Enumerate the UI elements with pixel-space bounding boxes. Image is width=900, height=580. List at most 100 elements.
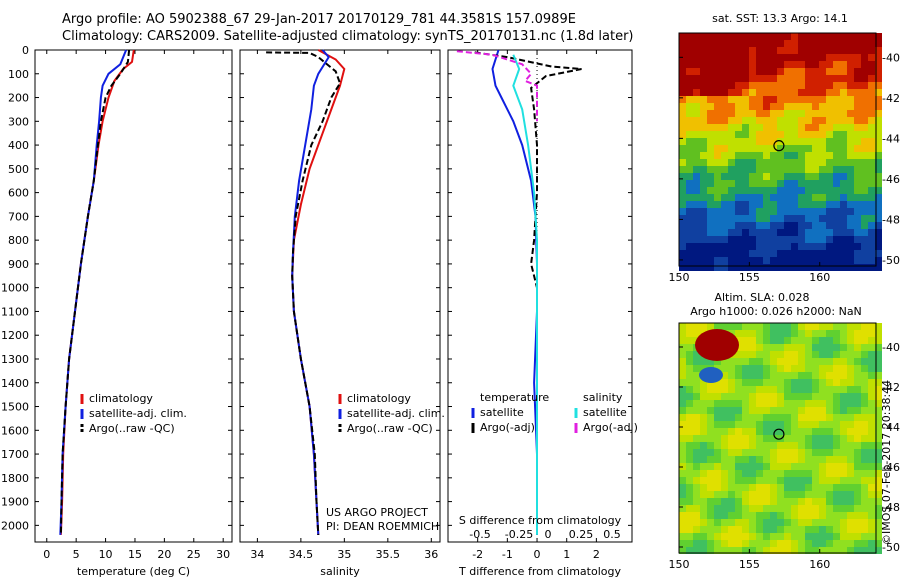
map-cell	[798, 449, 805, 456]
map-cell	[805, 484, 812, 491]
map-cell	[756, 54, 763, 61]
map-cell	[791, 358, 798, 365]
map-cell	[875, 201, 882, 208]
map-cell	[819, 344, 826, 351]
map-cell	[707, 264, 714, 271]
map-cell	[742, 201, 749, 208]
map-cell	[833, 75, 840, 82]
map-cell	[826, 414, 833, 421]
map-cell	[812, 337, 819, 344]
map-cell	[721, 533, 728, 540]
map-cell	[749, 372, 756, 379]
map-cell	[728, 470, 735, 477]
map-cell	[686, 344, 693, 351]
map-cell	[763, 75, 770, 82]
map-ytick-label: -42	[882, 381, 900, 394]
map-cell	[693, 208, 700, 215]
map-cell	[749, 145, 756, 152]
map-cell	[861, 138, 868, 145]
ytick-label: 1200	[1, 329, 29, 342]
map-cell	[868, 54, 875, 61]
map-cell	[777, 47, 784, 54]
map-cell	[861, 117, 868, 124]
map-cell	[777, 68, 784, 75]
map-cell	[854, 330, 861, 337]
map-cell	[700, 194, 707, 201]
map-cell	[826, 547, 833, 554]
map-cell	[735, 351, 742, 358]
map-cell	[763, 400, 770, 407]
map-cell	[770, 68, 777, 75]
map-cell	[763, 456, 770, 463]
map-cell	[833, 103, 840, 110]
map-cell	[735, 512, 742, 519]
map-cell	[777, 187, 784, 194]
map-cell	[861, 330, 868, 337]
map-cell	[728, 68, 735, 75]
map-cell	[791, 257, 798, 264]
map-cell	[763, 96, 770, 103]
map-cell	[721, 442, 728, 449]
map-cell	[819, 526, 826, 533]
map-cell	[686, 89, 693, 96]
map-cell	[700, 89, 707, 96]
map-cell	[777, 428, 784, 435]
map-cell	[875, 82, 882, 89]
map-cell	[833, 47, 840, 54]
x-axis-label: T difference from climatology	[458, 565, 621, 578]
ytick-label: 0	[22, 44, 29, 57]
map-cell	[728, 96, 735, 103]
map-cell	[770, 372, 777, 379]
map-cell	[742, 491, 749, 498]
xtick-label: 15	[128, 548, 142, 561]
ytick-label: 100	[8, 68, 29, 81]
map-cell	[875, 547, 882, 554]
series-line-s-satellite	[512, 54, 538, 535]
map-cell	[847, 526, 854, 533]
map-cell	[749, 547, 756, 554]
map-cell	[756, 96, 763, 103]
map-cell	[805, 400, 812, 407]
map-cell	[700, 540, 707, 547]
map-cell	[791, 491, 798, 498]
map-cell	[707, 187, 714, 194]
map-cell	[791, 365, 798, 372]
map-cell	[763, 103, 770, 110]
map-cell	[875, 540, 882, 547]
map-cell	[777, 323, 784, 330]
xtick-label: 5	[73, 548, 80, 561]
map-cell	[742, 145, 749, 152]
map-cell	[861, 379, 868, 386]
map-cell	[861, 145, 868, 152]
map-cell	[847, 365, 854, 372]
map-cell	[700, 40, 707, 47]
map-cell	[875, 442, 882, 449]
map-cell	[686, 159, 693, 166]
ytick-label: 1500	[1, 401, 29, 414]
map-cell	[749, 54, 756, 61]
map-cell	[812, 117, 819, 124]
map-cell	[700, 421, 707, 428]
map-cell	[679, 484, 686, 491]
map-cell	[833, 208, 840, 215]
map-cell	[784, 414, 791, 421]
map-cell	[861, 435, 868, 442]
map-cell	[812, 442, 819, 449]
map-cell	[735, 330, 742, 337]
map-cell	[686, 484, 693, 491]
map-cell	[735, 47, 742, 54]
ytick-label: 2000	[1, 519, 29, 532]
map-cell	[714, 173, 721, 180]
map-cell	[805, 138, 812, 145]
map-cell	[847, 96, 854, 103]
map-cell	[875, 222, 882, 229]
map-cell	[735, 498, 742, 505]
map-cell	[812, 33, 819, 40]
map-cell	[805, 330, 812, 337]
map-cell	[735, 110, 742, 117]
map-cell	[875, 215, 882, 222]
map-cell	[784, 152, 791, 159]
map-cell	[868, 82, 875, 89]
map-cell	[791, 82, 798, 89]
map-cell	[798, 82, 805, 89]
